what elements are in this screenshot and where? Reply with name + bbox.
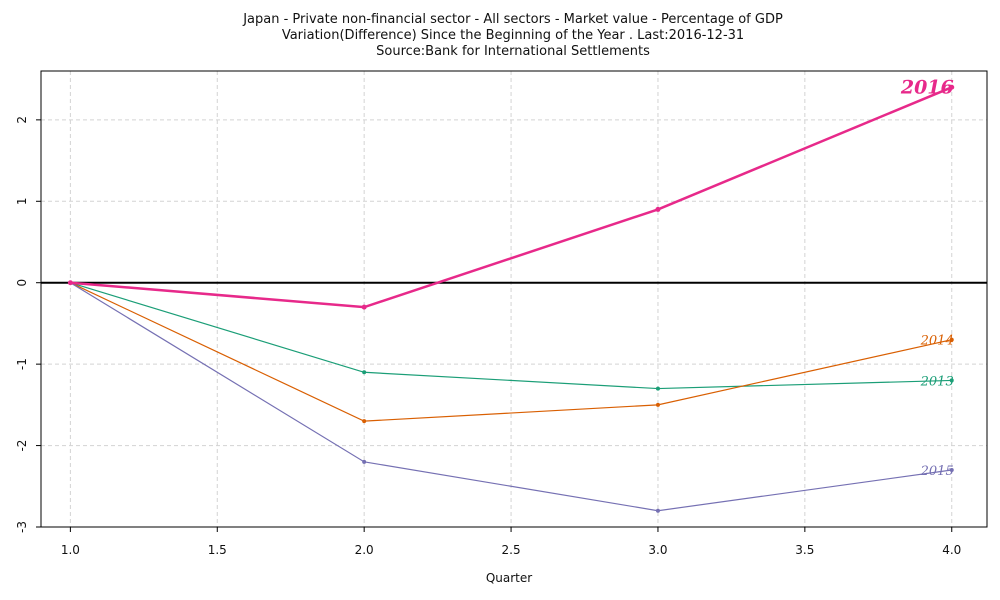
series-label: 2014 [920, 334, 954, 349]
data-point [362, 419, 367, 424]
data-point [949, 468, 954, 472]
chart-title-block: Japan - Private non-financial sector - A… [0, 12, 1000, 60]
series-line [70, 86, 953, 309]
data-point [362, 370, 367, 375]
data-point [655, 206, 661, 212]
x-tick-label: 2.5 [502, 543, 521, 557]
y-axis-ticks: -3 -2 -1 0 1 2 [15, 116, 41, 533]
series-line [70, 282, 952, 512]
x-tick-label: 3.0 [648, 543, 667, 557]
grid [41, 71, 987, 528]
x-tick-label: 2.0 [355, 543, 374, 557]
data-point [361, 304, 367, 310]
x-tick-label: 1.5 [208, 543, 227, 557]
data-point [949, 378, 954, 383]
chart-subtitle: Variation(Difference) Since the Beginnin… [281, 28, 745, 43]
y-tick-label: -3 [15, 521, 29, 533]
series-2013: 2013 [68, 280, 954, 391]
chart-source: Source:Bank for International Settlement… [376, 44, 650, 59]
series-2015: 2015 [68, 280, 954, 513]
series-layer: 2013 2014 2015 2016 [67, 76, 955, 513]
series-line [70, 282, 952, 422]
series-label: 2015 [920, 464, 954, 479]
series-2016: 2016 [67, 76, 955, 310]
x-tick-label: 3.5 [795, 543, 814, 557]
x-axis-label: Quarter [486, 571, 532, 585]
data-point [362, 459, 367, 464]
data-point [949, 337, 954, 342]
series-label: 2016 [900, 76, 954, 98]
y-tick-label: 1 [15, 197, 29, 205]
plot-frame [40, 70, 988, 528]
data-point [949, 84, 955, 90]
series-line [70, 282, 952, 390]
chart-title: Japan - Private non-financial sector - A… [243, 12, 783, 27]
y-tick-label: -1 [15, 358, 29, 370]
data-point [655, 402, 660, 407]
series-label: 2013 [920, 374, 954, 389]
y-tick-label: -2 [15, 440, 29, 452]
x-axis-ticks: 1.0 1.5 2.0 2.5 3.0 3.5 4.0 [61, 527, 961, 557]
data-point [655, 508, 660, 513]
y-tick-label: 0 [15, 279, 29, 287]
x-tick-label: 4.0 [942, 543, 961, 557]
y-tick-label: 2 [15, 116, 29, 124]
x-tick-label: 1.0 [61, 543, 80, 557]
data-point [655, 386, 660, 391]
series-2014: 2014 [68, 280, 954, 424]
data-point [67, 280, 73, 286]
